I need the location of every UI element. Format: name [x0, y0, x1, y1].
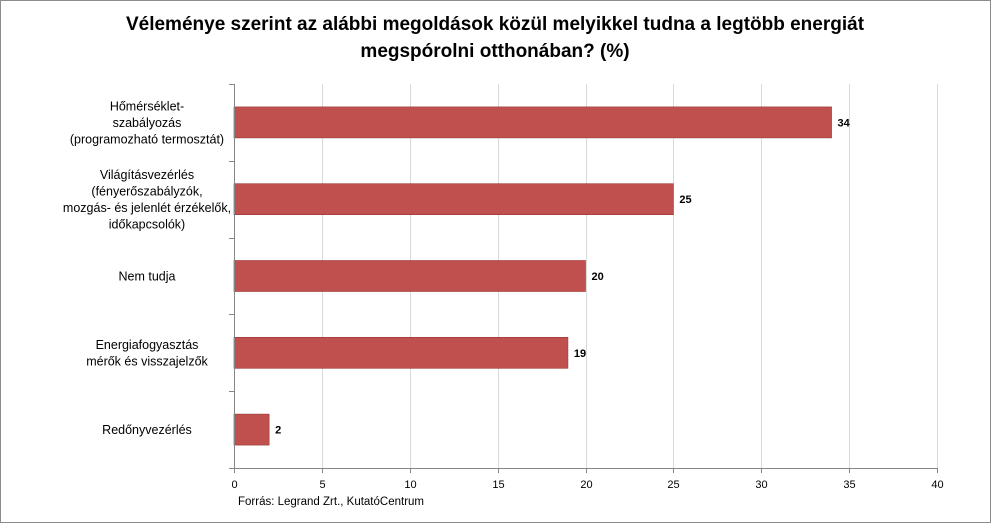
data-labels: 34 25 20 19 2: [275, 117, 851, 436]
bar-1: [233, 106, 832, 139]
category-label-5-line-1: Redőnyvezérlés: [102, 423, 192, 437]
bar-2: [233, 183, 674, 215]
category-label-4-line-1: Energiafogyasztás: [96, 338, 199, 352]
bar-4: [233, 336, 569, 369]
data-label-1: 34: [838, 117, 851, 129]
source-note: Forrás: Legrand Zrt., KutatóCentrum: [238, 496, 424, 508]
x-tick-labels: 0 5 10 15 20 25 30 35 40: [231, 479, 943, 491]
bar-5: [233, 413, 270, 446]
axes: [229, 84, 938, 473]
x-tick-label-10: 10: [404, 479, 416, 491]
data-label-4: 19: [574, 348, 586, 360]
chart-title-line-1: Véleménye szerint az alábbi megoldások k…: [126, 14, 865, 35]
chart-title-line-2: megspórolni otthonában? (%): [360, 41, 629, 62]
category-label-3-line-1: Nem tudja: [119, 270, 176, 284]
x-tick-label-0: 0: [231, 479, 237, 491]
data-label-3: 20: [592, 271, 604, 283]
data-label-2: 25: [679, 194, 691, 206]
x-tick-label-25: 25: [667, 479, 679, 491]
x-tick-label-30: 30: [755, 479, 767, 491]
x-tick-label-35: 35: [843, 479, 855, 491]
bar-3: [233, 260, 586, 292]
category-label-2-line-1: Világításvezérlés: [100, 168, 194, 182]
category-label-2-line-3: mozgás- és jelenlét érzékelők,: [63, 201, 231, 215]
category-label-1-line-2: szabályozás: [113, 116, 182, 130]
chart-title: Véleménye szerint az alábbi megoldások k…: [126, 14, 865, 62]
category-label-2-line-2: (fényerőszabályzók,: [91, 184, 202, 198]
x-tick-label-15: 15: [492, 479, 504, 491]
category-labels: Hőmérséklet-szabályozás (programozható te…: [63, 99, 231, 437]
x-tick-label-40: 40: [931, 479, 943, 491]
bars: [233, 106, 832, 446]
category-label-1-line-3: (programozható termosztát): [70, 132, 224, 146]
category-label-1-line-1: Hőmérséklet-: [110, 99, 184, 113]
category-label-4-line-2: mérők és visszajelzők: [86, 355, 208, 369]
data-label-5: 2: [275, 425, 281, 437]
category-label-2-line-4: időkapcsolók): [109, 217, 185, 231]
x-tick-label-20: 20: [580, 479, 592, 491]
x-tick-label-5: 5: [319, 479, 325, 491]
